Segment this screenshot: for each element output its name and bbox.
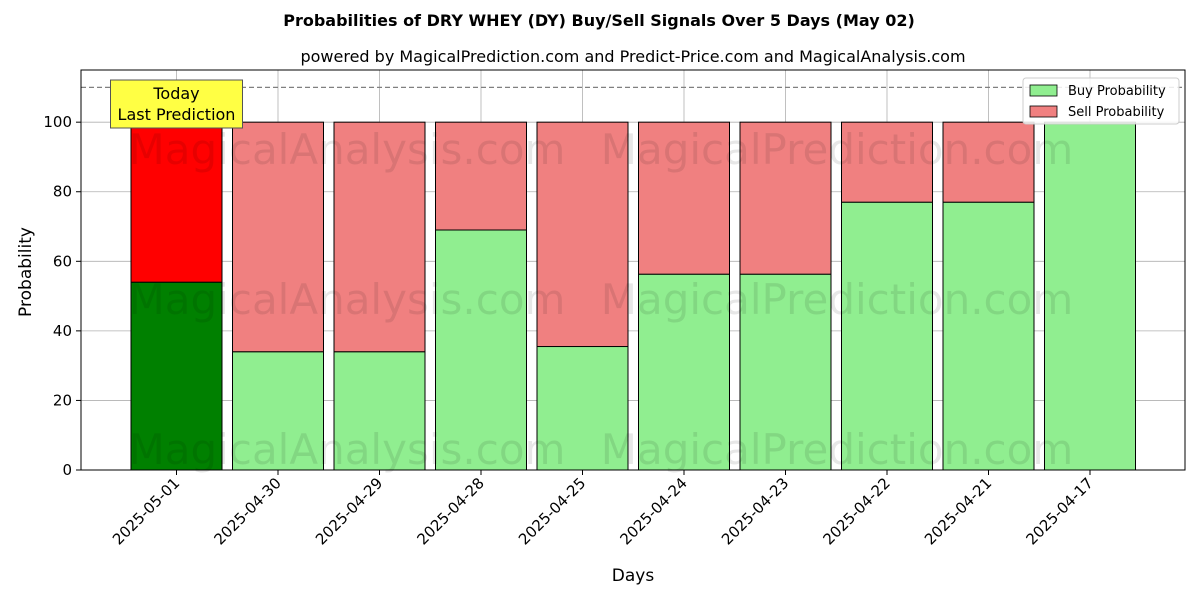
sell-bar (942, 121, 1035, 203)
buy-bar (1044, 121, 1136, 471)
watermark-text: MagicalPrediction.com (601, 125, 1074, 174)
watermark-layer: MagicalAnalysis.com MagicalPrediction.com… (129, 125, 1074, 474)
buy-bar (638, 273, 730, 471)
bar-layer (130, 121, 1136, 471)
legend-label: Sell Probability (1068, 105, 1165, 120)
sell-bar (333, 121, 426, 353)
buy-bar (435, 229, 527, 471)
buy-bar (841, 201, 933, 471)
x-tick-label: 2025-04-25 (515, 474, 589, 548)
x-tick-label: 2025-04-29 (312, 474, 386, 548)
x-tick-label: 2025-04-22 (819, 474, 893, 548)
watermark-text: MagicalAnalysis.com (129, 425, 566, 474)
y-tick-label: 80 (53, 183, 72, 201)
legend-box (1022, 77, 1180, 125)
watermark-text: MagicalPrediction.com (601, 275, 1074, 324)
sell-bar (841, 121, 933, 203)
chart-title: Probabilities of DRY WHEY (DY) Buy/Sell … (283, 11, 915, 30)
annotation-text: Last Prediction (118, 105, 236, 124)
y-tick-label: 40 (53, 322, 72, 340)
x-axis-label: Days (612, 566, 655, 586)
x-tick-label: 2025-04-30 (210, 474, 284, 548)
y-tick-label: 100 (43, 113, 72, 131)
sell-bar (232, 121, 324, 353)
sell-bar (435, 121, 527, 231)
buy-bar (536, 346, 629, 471)
legend-swatch (1029, 84, 1058, 97)
x-tick-label: 2025-04-17 (1022, 474, 1096, 548)
chart-subtitle: powered by MagicalPrediction.com and Pre… (300, 47, 965, 66)
sell-bar (638, 121, 730, 275)
annotation-box (110, 79, 243, 129)
buy-bar (942, 201, 1035, 471)
legend: Buy Probability Sell Probability (1022, 77, 1180, 125)
plot-frame (80, 69, 1186, 471)
watermark-text: MagicalAnalysis.com (129, 125, 566, 174)
y-axis-label: Probability (16, 227, 36, 317)
sell-bar (739, 121, 832, 275)
sell-bar (536, 121, 629, 348)
buy-bar (739, 273, 832, 471)
legend-swatch (1029, 105, 1058, 118)
buy-bar (333, 351, 426, 471)
x-tick-label: 2025-04-24 (616, 474, 690, 548)
x-tick-label: 2025-04-28 (413, 474, 487, 548)
x-tick-label: 2025-04-21 (921, 474, 995, 548)
x-tick-label: 2025-04-23 (718, 474, 792, 548)
legend-label: Buy Probability (1068, 84, 1166, 99)
y-tick-label: 0 (62, 461, 72, 479)
annotation-text: Today (152, 84, 199, 103)
x-tick-label: 2025-05-01 (109, 474, 183, 548)
y-tick-label: 60 (53, 252, 72, 270)
watermark-text: MagicalPrediction.com (601, 425, 1074, 474)
y-tick-label: 20 (53, 391, 72, 409)
sell-bar (130, 121, 223, 283)
watermark-text: MagicalAnalysis.com (129, 275, 566, 324)
buy-bar (130, 281, 223, 471)
today-annotation: Today Last Prediction (110, 79, 243, 129)
